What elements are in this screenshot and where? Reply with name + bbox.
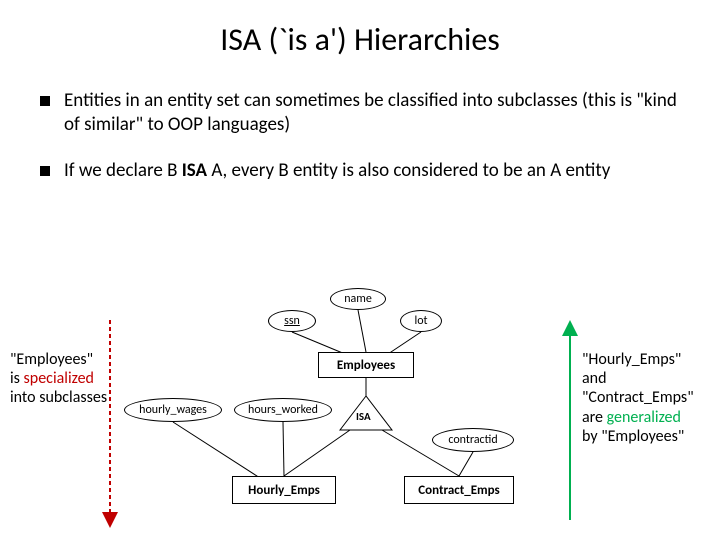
bullet-2-text: If we declare B ISA A, every B entity is… <box>64 159 610 183</box>
entity-hourly-emps: Hourly_Emps <box>232 476 336 504</box>
attr-hourly-wages: hourly_wages <box>124 398 222 422</box>
bullet-1: Entities in an entity set can sometimes … <box>40 89 680 137</box>
bullet-marker <box>40 166 50 176</box>
er-diagram: ssn name lot hourly_wages hours_worked c… <box>0 280 720 540</box>
isa-label: ISA <box>356 410 371 423</box>
bullet-1-text: Entities in an entity set can sometimes … <box>64 89 680 137</box>
bullet-2-pre: If we declare B <box>64 159 182 182</box>
entity-employees: Employees <box>318 352 414 378</box>
attr-contractid: contractid <box>432 428 514 452</box>
bullet-2-post: A, every B entity is also considered to … <box>207 159 610 182</box>
bullet-2: If we declare B ISA A, every B entity is… <box>40 159 680 183</box>
bullet-list: Entities in an entity set can sometimes … <box>40 89 680 182</box>
attr-ssn: ssn <box>268 310 316 332</box>
attr-name: name <box>330 288 386 310</box>
slide-title: ISA (`is a') Hierarchies <box>0 20 720 59</box>
attr-lot: lot <box>400 310 442 332</box>
bullet-2-isa: ISA <box>182 159 207 182</box>
attr-hours-worked: hours_worked <box>234 398 332 422</box>
bullet-marker <box>40 96 50 106</box>
entity-contract-emps: Contract_Emps <box>404 476 514 504</box>
